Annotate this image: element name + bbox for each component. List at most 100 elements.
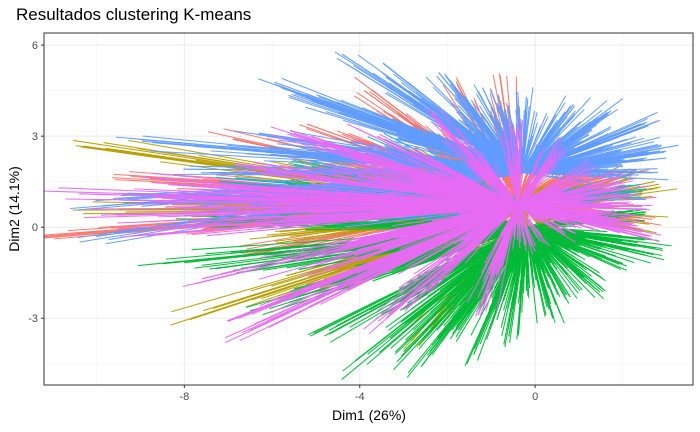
segment-filler: [521, 126, 579, 173]
segment-6-3: [153, 205, 518, 231]
segment-6-35: [447, 205, 518, 213]
segment-6-32: [385, 205, 518, 319]
segment-6-22: [517, 147, 558, 207]
segment-filler: [517, 205, 550, 247]
segment-6-27: [517, 205, 632, 225]
cluster-series-6: [44, 107, 662, 344]
segment-6-26: [517, 181, 623, 207]
x-tick-label: -8: [179, 391, 189, 403]
segment-filler: [521, 122, 539, 173]
segment-6-8: [272, 199, 518, 207]
segment-filler: [113, 172, 523, 200]
segment-filler: [517, 193, 533, 207]
segment-filler: [525, 227, 538, 324]
segment-filler: [152, 173, 518, 207]
segment-6-33: [477, 205, 519, 316]
segment-5-9: [359, 111, 523, 174]
segment-filler: [525, 226, 551, 259]
segment-3-21: [526, 226, 624, 265]
segment-3-29: [526, 226, 615, 243]
segment-filler: [517, 205, 582, 229]
x-axis-title: Dim1 (26%): [332, 407, 406, 423]
segment-5-22: [521, 138, 628, 174]
segment-filler: [512, 205, 519, 250]
segment-filler: [390, 205, 518, 307]
segment-filler: [517, 164, 559, 207]
segment-filler: [465, 164, 518, 207]
segment-filler: [517, 205, 662, 236]
segment-filler: [117, 205, 518, 230]
segment-6-34: [324, 141, 518, 207]
segment-5-17: [521, 96, 527, 173]
segment-filler: [405, 205, 518, 310]
axis-ticks: -8 -4 0 -3 0 3 6: [28, 40, 538, 403]
segment-filler: [496, 205, 519, 312]
segment-5-10: [381, 71, 523, 174]
segment-filler: [517, 163, 590, 207]
segment-3-18: [525, 226, 571, 298]
segment-6-16: [433, 117, 519, 207]
segment-6-28: [517, 193, 641, 207]
y-tick-label: 0: [32, 222, 38, 234]
chart-title: Resultados clustering K-means: [16, 5, 251, 24]
segment-6-23: [517, 205, 575, 234]
x-tick-label: 0: [532, 391, 538, 403]
segment-3-15: [508, 227, 527, 337]
segment-5-12: [420, 105, 523, 174]
segment-6-17: [455, 205, 518, 237]
segment-6-7: [249, 205, 518, 331]
y-tick-label: -3: [28, 313, 38, 325]
segment-3-20: [525, 226, 606, 292]
segment-filler: [517, 203, 611, 207]
segment-filler: [521, 116, 549, 173]
segment-filler: [464, 205, 518, 264]
y-tick-label: 6: [32, 40, 38, 52]
segment-5-19: [521, 105, 576, 173]
segment-filler: [525, 226, 561, 263]
segment-6-4: [175, 184, 518, 207]
segment-6-18: [473, 163, 519, 207]
segment-filler: [253, 205, 518, 325]
segment-6-14: [398, 205, 518, 289]
segment-filler: [499, 135, 519, 207]
segment-6-29: [517, 205, 645, 210]
segment-filler: [517, 171, 615, 207]
segment-6-30: [517, 205, 650, 237]
segment-3-13: [473, 226, 527, 355]
segment-filler: [517, 152, 542, 207]
segment-filler: [517, 205, 538, 238]
segment-6-21: [517, 205, 536, 252]
segment-6-12: [355, 205, 518, 246]
data-segments: [44, 51, 679, 380]
x-tick-label: -4: [355, 391, 365, 403]
plot-panel-border: [43, 32, 694, 386]
segment-6-10: [315, 205, 518, 265]
segment-6-6: [227, 205, 518, 322]
segment-5-23: [521, 123, 641, 174]
segment-filler: [374, 143, 518, 207]
segment-filler: [517, 118, 522, 206]
segment-6-20: [512, 127, 519, 206]
segment-3-14: [495, 226, 527, 310]
segment-filler: [466, 205, 519, 303]
segment-filler: [521, 143, 551, 173]
segment-3-6: [328, 226, 527, 331]
segment-filler: [517, 205, 527, 243]
segment-filler: [492, 161, 519, 207]
segment-filler: [359, 164, 518, 207]
segment-6-13: [377, 135, 518, 207]
segment-3-23: [526, 226, 654, 256]
segment-5-18: [521, 120, 554, 173]
segment-filler: [341, 154, 518, 207]
segment-filler: [517, 159, 590, 207]
segment-6-24: [517, 172, 593, 207]
segment-filler: [517, 205, 576, 243]
segment-6-2: [100, 205, 518, 216]
segment-filler: [517, 164, 525, 207]
segment-filler: [517, 177, 621, 207]
segment-filler: [525, 226, 550, 278]
segment-filler: [510, 167, 519, 207]
y-tick-label: 3: [32, 131, 38, 143]
